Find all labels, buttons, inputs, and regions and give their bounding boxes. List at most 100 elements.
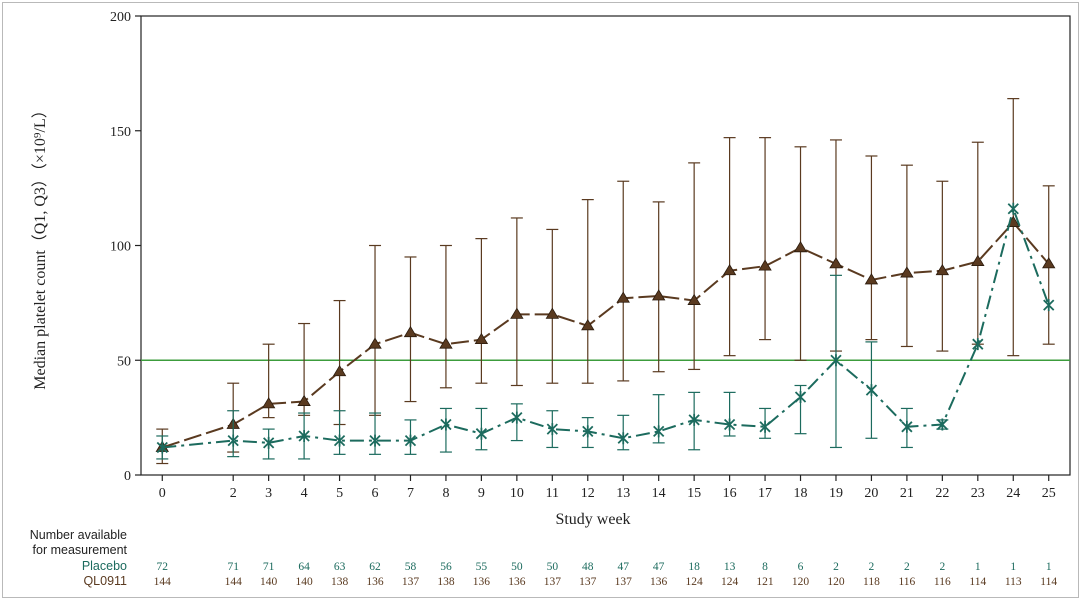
ql0911-point <box>616 291 630 303</box>
x-tick-label: 6 <box>372 486 379 501</box>
ql0911-point <box>793 241 808 253</box>
table-cell: 114 <box>969 576 986 588</box>
ql0911-point <box>545 307 560 319</box>
placebo-point <box>794 390 807 403</box>
table-row-label: QL0911 <box>83 574 127 588</box>
table-cell: 72 <box>157 561 169 573</box>
x-axis-label: Study week <box>555 511 630 528</box>
ql0911-point <box>864 273 879 285</box>
placebo-point <box>617 432 629 445</box>
x-tick-label: 4 <box>301 486 308 501</box>
x-tick-label: 14 <box>652 486 666 501</box>
table-cell: 113 <box>1005 576 1022 588</box>
placebo-point <box>759 420 771 433</box>
placebo-point <box>723 418 736 431</box>
placebo-point <box>830 354 842 367</box>
x-tick-label: 8 <box>442 486 449 501</box>
x-tick-label: 12 <box>581 486 595 501</box>
table-cell: 114 <box>1040 576 1057 588</box>
x-tick-label: 13 <box>616 486 630 501</box>
x-tick-label: 17 <box>758 486 772 501</box>
ql0911-point <box>403 325 418 338</box>
ql0911-point <box>651 289 666 301</box>
placebo-point <box>475 427 488 440</box>
table-cell: 116 <box>898 576 915 588</box>
ql0911-point <box>297 394 311 406</box>
x-tick-label: 25 <box>1042 486 1056 501</box>
table-cell: 13 <box>724 561 736 573</box>
table-cell: 124 <box>686 576 704 588</box>
x-tick-label: 0 <box>159 486 166 501</box>
table-cell: 137 <box>402 576 420 588</box>
table-cell: 118 <box>863 576 880 588</box>
x-tick-label: 22 <box>935 486 949 501</box>
ql0911-point <box>722 263 737 276</box>
availability-table: Placebo 72 71 71 64 63 62 58 56 55 50 50 48 47 47 18 13 8… <box>82 559 1058 588</box>
y-axis-label: Median platelet count（Q1, Q3）（×10⁹/L） <box>31 102 49 389</box>
x-tick-label: 15 <box>687 486 701 501</box>
x-tick-label: 20 <box>864 486 878 501</box>
table-cell: 137 <box>579 576 597 588</box>
placebo-point <box>369 434 381 447</box>
table-cell: 120 <box>792 576 810 588</box>
ql0911-point <box>332 364 347 377</box>
placebo-point <box>511 411 523 424</box>
table-cell: 136 <box>473 576 491 588</box>
plot-border <box>140 15 1071 476</box>
table-cell: 137 <box>615 576 633 588</box>
table-cell: 1 <box>1046 561 1052 573</box>
ql0911-point <box>1042 257 1056 269</box>
y-tick-label: 50 <box>117 354 131 369</box>
table-cell: 136 <box>650 576 668 588</box>
table-cell: 2 <box>939 561 945 573</box>
x-tick-label: 7 <box>407 486 414 501</box>
table-cell: 50 <box>547 561 559 573</box>
table-cell: 144 <box>154 576 172 588</box>
placebo-point <box>263 436 275 449</box>
table-cell: 1 <box>1010 561 1016 573</box>
ql0911-point <box>971 254 985 266</box>
placebo-point <box>901 420 913 433</box>
placebo-point <box>653 425 665 438</box>
x-tick-label: 11 <box>546 486 559 501</box>
placebo-point <box>1043 299 1055 312</box>
x-tick-label: 2 <box>230 486 237 501</box>
table-cell: 136 <box>366 576 384 588</box>
table-cell: 6 <box>798 561 804 573</box>
ql0911-point <box>935 263 950 276</box>
table-cell: 48 <box>582 561 594 573</box>
ql0911-point <box>758 259 772 271</box>
table-cell: 50 <box>511 561 523 573</box>
table-cell: 58 <box>405 561 417 573</box>
table-cell: 63 <box>334 561 346 573</box>
table-cell: 1 <box>975 561 981 573</box>
placebo-point <box>156 441 168 454</box>
placebo-point <box>865 384 878 397</box>
ql0911-point <box>900 266 914 278</box>
y-tick-label: 150 <box>110 125 131 140</box>
x-tick-label: 10 <box>510 486 524 501</box>
ql0911-point <box>474 332 489 344</box>
x-tick-label: 23 <box>971 486 985 501</box>
x-tick-label: 24 <box>1006 486 1020 501</box>
ql0911-point <box>510 307 524 319</box>
table-cell: 116 <box>934 576 951 588</box>
placebo-point <box>936 418 948 431</box>
x-tick-label: 21 <box>900 486 914 501</box>
table-cell: 140 <box>260 576 278 588</box>
placebo-point <box>404 434 417 447</box>
table-cell: 140 <box>295 576 313 588</box>
table-cell: 8 <box>762 561 768 573</box>
table-cell: 120 <box>827 576 845 588</box>
placebo-point <box>546 423 558 436</box>
table-cell: 137 <box>544 576 562 588</box>
placebo-point <box>972 338 984 351</box>
ql0911-point <box>261 397 276 409</box>
table-cell: 144 <box>225 576 243 588</box>
ql0911-point <box>687 293 701 305</box>
table-cell: 136 <box>508 576 526 588</box>
table-cell: 55 <box>476 561 488 573</box>
